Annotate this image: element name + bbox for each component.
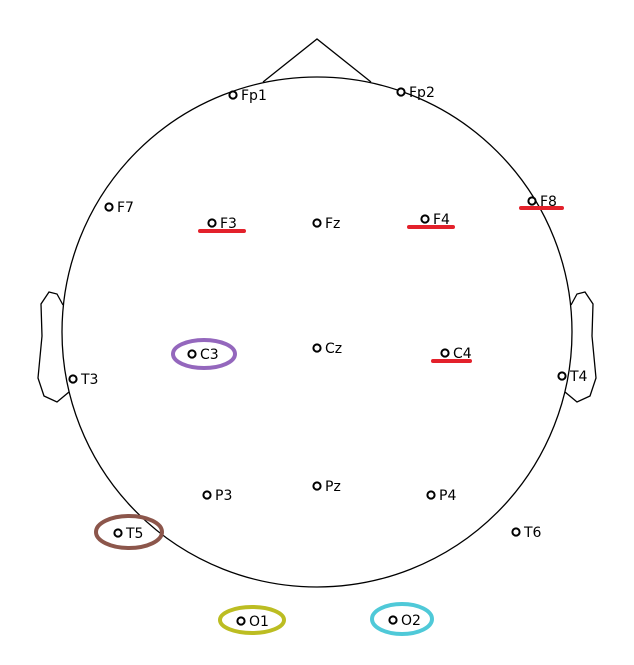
electrode-o2-label: O2 — [401, 613, 421, 629]
electrode-cz-marker — [312, 343, 322, 353]
electrode-t5-label: T5 — [125, 526, 143, 542]
electrode-o1-marker — [236, 616, 246, 626]
electrode-t6-label: T6 — [523, 525, 542, 541]
electrode-f3-marker — [207, 218, 217, 228]
electrode-fp2-marker — [396, 87, 406, 97]
electrodes: Fp1 Fp2 F7 F3 Fz F4 F8 T3 C3 Cz C4 T4 T5… — [68, 85, 588, 630]
electrode-t6: T6 — [511, 525, 542, 541]
electrode-fz-label: Fz — [325, 216, 340, 232]
electrode-p4-marker — [426, 490, 436, 500]
electrode-f7-marker — [104, 202, 114, 212]
electrode-o2: O2 — [388, 613, 421, 629]
electrode-f8-label: F8 — [540, 194, 557, 210]
electrode-pz: Pz — [312, 479, 341, 495]
electrode-c4-marker — [440, 348, 450, 358]
electrode-t4: T4 — [557, 369, 588, 385]
electrode-f7-label: F7 — [117, 200, 134, 216]
electrode-t4-label: T4 — [569, 369, 588, 385]
o1-highlight-ellipse — [218, 605, 286, 635]
electrode-t3: T3 — [68, 372, 98, 388]
electrode-p4-label: P4 — [439, 488, 456, 504]
electrode-fp1-label: Fp1 — [241, 88, 267, 104]
electrode-t3-label: T3 — [80, 372, 98, 388]
electrode-fz-marker — [312, 218, 322, 228]
t5-highlight-ellipse — [94, 514, 164, 550]
c3-highlight-ellipse — [171, 338, 237, 370]
electrode-c4-label: C4 — [453, 346, 472, 362]
electrode-f4-label: F4 — [433, 212, 450, 228]
electrode-c3-label: C3 — [200, 347, 219, 363]
electrode-t5-marker — [113, 528, 123, 538]
electrode-p3-label: P3 — [215, 488, 232, 504]
electrode-pz-label: Pz — [325, 479, 341, 495]
electrode-fp2-label: Fp2 — [409, 85, 435, 101]
electrode-o1: O1 — [236, 614, 269, 630]
electrode-c4: C4 — [440, 346, 472, 362]
electrode-fp1-marker — [228, 90, 238, 100]
electrode-fz: Fz — [312, 216, 340, 232]
electrode-fp2: Fp2 — [396, 85, 435, 101]
head-outline — [61, 76, 573, 588]
electrode-f3-label: F3 — [220, 216, 237, 232]
electrode-c3-marker — [187, 349, 197, 359]
electrode-f8: F8 — [527, 194, 557, 210]
electrode-o1-label: O1 — [249, 614, 269, 630]
electrode-p4: P4 — [426, 488, 456, 504]
highlights — [94, 206, 564, 636]
left-ear — [37, 291, 70, 403]
o2-highlight-ellipse — [370, 602, 434, 636]
electrode-t3-marker — [68, 374, 78, 384]
electrode-f4: F4 — [420, 212, 450, 228]
electrode-f4-marker — [420, 214, 430, 224]
nose — [262, 38, 372, 83]
electrode-pz-marker — [312, 481, 322, 491]
electrode-p3: P3 — [202, 488, 232, 504]
electrode-t4-marker — [557, 371, 567, 381]
electrode-f8-marker — [527, 196, 537, 206]
electrode-p3-marker — [202, 490, 212, 500]
electrode-f7: F7 — [104, 200, 134, 216]
electrode-c3: C3 — [187, 347, 219, 363]
right-ear — [564, 291, 597, 403]
electrode-o2-marker — [388, 615, 398, 625]
electrode-fp1: Fp1 — [228, 88, 267, 104]
electrode-t5: T5 — [113, 526, 143, 542]
electrode-cz-label: Cz — [325, 341, 342, 357]
electrode-t6-marker — [511, 527, 521, 537]
electrode-f3: F3 — [207, 216, 237, 232]
electrode-cz: Cz — [312, 341, 342, 357]
